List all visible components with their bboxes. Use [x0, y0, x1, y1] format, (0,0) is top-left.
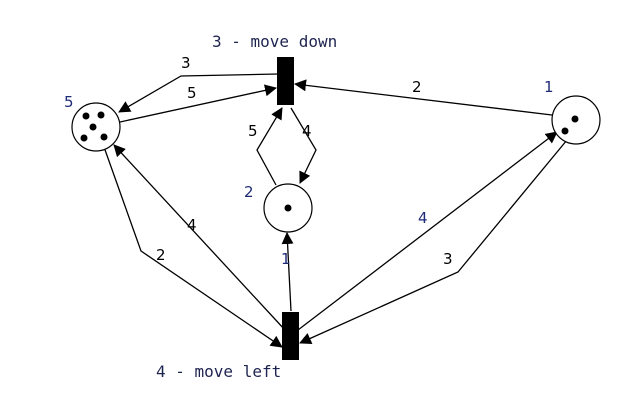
token — [571, 115, 579, 123]
place-2-token — [284, 204, 292, 212]
transition-label-move-left: 4 - move left — [156, 362, 281, 381]
arc-t4-to-p5 — [113, 144, 286, 331]
token — [80, 134, 88, 142]
arc-weight-p2-t3: 5 — [248, 122, 258, 140]
place-label-2: 2 — [244, 183, 254, 201]
place-label-5: 5 — [64, 93, 74, 111]
arc-t3-to-p5 — [118, 73, 279, 113]
arc-weight-p1-t3: 2 — [412, 78, 422, 96]
arc-p5-to-t3 — [119, 84, 277, 123]
arc-weight-p5-t3: 5 — [187, 84, 197, 102]
arc-t3-to-p2 — [290, 107, 317, 184]
arc-weight-t4-p1: 4 — [418, 209, 428, 227]
token — [89, 123, 97, 131]
arc-weight-t4-p5: 4 — [187, 216, 197, 234]
arc-weight-t4-p2: 1 — [281, 250, 291, 268]
arc-p1-to-t4 — [299, 139, 568, 344]
transition-label-move-down: 3 - move down — [212, 32, 337, 51]
token — [561, 127, 569, 135]
arc-t4-to-p1 — [297, 131, 558, 331]
token — [82, 112, 90, 120]
token — [100, 133, 108, 141]
place-5-tokens — [80, 111, 108, 142]
arc-p5-to-t4 — [103, 146, 283, 348]
arc-t4-to-p2 — [281, 232, 294, 312]
arc-weight-p1-t4: 3 — [443, 250, 453, 268]
place-label-1: 1 — [544, 78, 554, 96]
transition-move-left — [282, 312, 299, 360]
place-1-tokens — [561, 115, 579, 135]
arc-weight-t3-p5: 3 — [181, 54, 191, 72]
arc-p1-to-t3 — [294, 79, 553, 116]
arc-weight-t3-p2: 4 — [302, 122, 312, 140]
arc-weight-p5-t4: 2 — [156, 246, 166, 264]
transition-move-down — [277, 57, 294, 105]
token — [97, 111, 105, 119]
arc-p2-to-t3 — [256, 107, 283, 186]
